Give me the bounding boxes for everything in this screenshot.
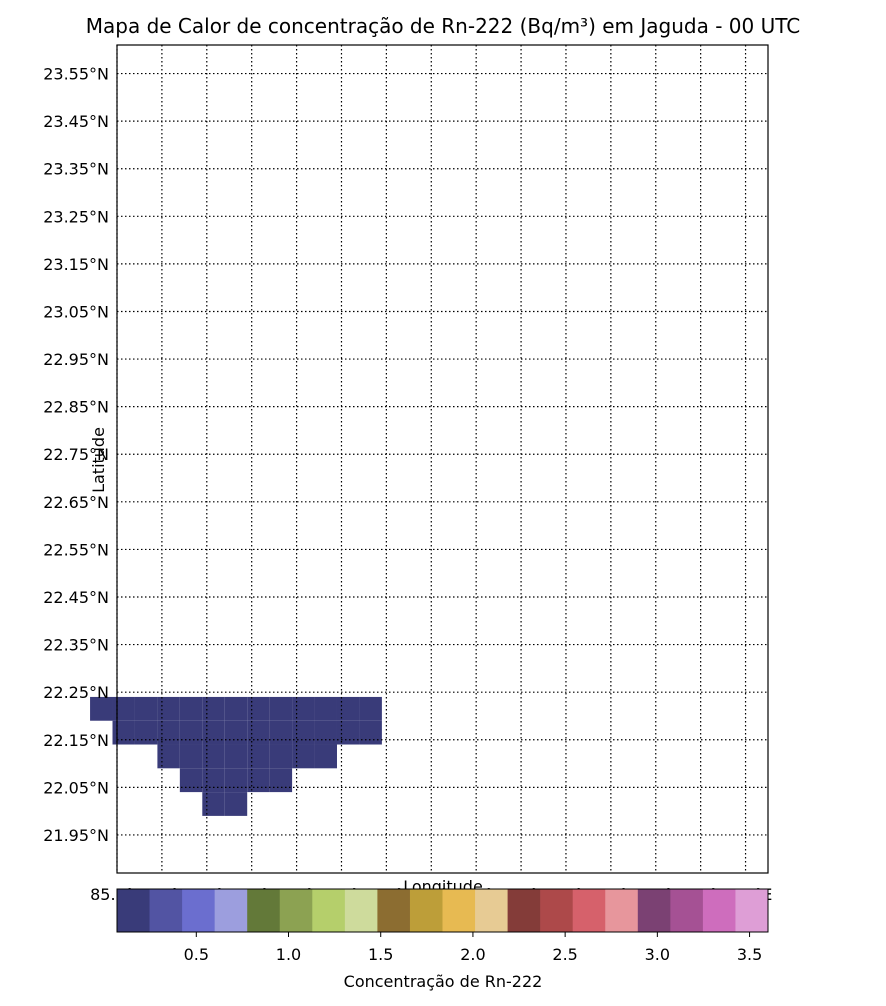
colorbar-swatch	[344, 889, 378, 932]
heatmap-cell	[112, 696, 135, 721]
colorbar-swatch	[149, 889, 183, 932]
heatmap-cell	[224, 744, 248, 769]
colorbar-swatch	[247, 889, 281, 932]
colorbar-frame	[116, 888, 769, 933]
heatmap-cell	[179, 744, 203, 769]
colorbar-label: Concentração de Rn-222	[344, 972, 543, 991]
y-tick-label: 23.45°N	[43, 112, 109, 131]
heatmap-cell	[157, 720, 180, 745]
colorbar-swatch	[214, 889, 248, 932]
heatmap-cell	[247, 696, 270, 721]
colorbar-swatch	[475, 889, 509, 932]
colorbar-swatch	[637, 889, 671, 932]
heatmap-cell	[314, 696, 337, 721]
colorbar-swatch	[735, 889, 769, 932]
heatmap-cell	[179, 768, 203, 793]
heatmap-cell	[269, 720, 293, 745]
heatmap-cell	[202, 792, 225, 816]
colorbar-swatch	[409, 889, 443, 932]
heatmap-cells	[90, 696, 382, 816]
heatmap-cell	[157, 744, 180, 769]
colorbar-swatch	[182, 889, 216, 932]
y-tick-label: 22.15°N	[43, 731, 109, 750]
y-tick-label: 22.65°N	[43, 493, 109, 512]
y-tick-label: 22.35°N	[43, 636, 109, 655]
colorbar-swatch	[540, 889, 574, 932]
y-tick-label: 23.35°N	[43, 160, 109, 179]
heatmap-cell	[247, 720, 270, 745]
heatmap-cell	[269, 696, 293, 721]
y-tick-label: 23.55°N	[43, 65, 109, 84]
plot-frame	[116, 44, 769, 874]
y-axis-label: Latitude	[89, 427, 108, 493]
heatmap-cell	[179, 696, 203, 721]
y-tick-label: 22.95°N	[43, 350, 109, 369]
heatmap-cell	[359, 696, 382, 721]
y-tick-label: 22.75°N	[43, 445, 109, 464]
y-axis-ticks: 21.95°N 22.05°N 22.15°N 22.25°N 22.35°N 22.45…	[43, 65, 109, 845]
heatmap-cell	[202, 720, 225, 745]
heatmap-cell	[247, 768, 270, 793]
colorbar-tick-label: 3.5	[737, 945, 762, 964]
colorbar-ticks: 0.5 1.0 1.5 2.0 2.5 3.0 3.5	[184, 932, 762, 964]
colorbar-swatch	[442, 889, 476, 932]
heatmap-cell	[112, 720, 135, 745]
heatmap-cell	[134, 696, 158, 721]
heatmap-cell	[292, 696, 315, 721]
y-tick-label: 22.25°N	[43, 683, 109, 702]
colorbar-tick-label: 2.5	[552, 945, 577, 964]
gridlines	[116, 45, 768, 873]
heatmap-cell	[202, 768, 225, 793]
colorbar-tick-label: 2.0	[460, 945, 485, 964]
heatmap-cell	[224, 720, 248, 745]
heatmap-cell	[224, 696, 248, 721]
heatmap-cell	[292, 744, 315, 769]
heatmap-cell	[269, 768, 293, 793]
heatmap-cell	[224, 768, 248, 793]
chart-title: Mapa de Calor de concentração de Rn-222 …	[86, 14, 800, 38]
y-tick-label: 22.05°N	[43, 778, 109, 797]
heatmap-cell	[179, 720, 203, 745]
colorbar-swatch	[377, 889, 411, 932]
heatmap-cell	[90, 696, 113, 721]
heatmap-cell	[269, 744, 293, 769]
colorbar-swatch	[702, 889, 736, 932]
heatmap-cell	[224, 792, 248, 816]
y-tick-label: 23.25°N	[43, 207, 109, 226]
colorbar-swatch	[572, 889, 606, 932]
colorbar-tick-label: 1.0	[276, 945, 301, 964]
colorbar-swatch	[605, 889, 639, 932]
colorbar-swatch	[117, 889, 151, 932]
colorbar-swatch	[312, 889, 346, 932]
heatmap-cell	[336, 696, 360, 721]
heatmap-cell	[314, 720, 337, 745]
y-tick-label: 22.45°N	[43, 588, 109, 607]
colorbar-tick-label: 3.0	[645, 945, 670, 964]
y-tick-label: 23.15°N	[43, 255, 109, 274]
colorbar-tick-label: 1.5	[368, 945, 393, 964]
colorbar	[116, 888, 769, 933]
heatmap-cell	[157, 696, 180, 721]
y-tick-label: 22.85°N	[43, 398, 109, 417]
heatmap-cell	[202, 696, 225, 721]
heatmap-cell	[202, 744, 225, 769]
heatmap-cell	[359, 720, 382, 745]
heatmap-cell	[314, 744, 337, 769]
y-tick-label: 22.55°N	[43, 540, 109, 559]
heatmap-cell	[292, 720, 315, 745]
colorbar-swatch	[279, 889, 313, 932]
colorbar-swatch	[670, 889, 704, 932]
colorbar-swatch	[507, 889, 541, 932]
heatmap-cell	[134, 720, 158, 745]
colorbar-tick-label: 0.5	[184, 945, 209, 964]
heatmap-cell	[336, 720, 360, 745]
y-tick-label: 23.05°N	[43, 302, 109, 321]
heatmap-cell	[247, 744, 270, 769]
y-tick-label: 21.95°N	[43, 826, 109, 845]
